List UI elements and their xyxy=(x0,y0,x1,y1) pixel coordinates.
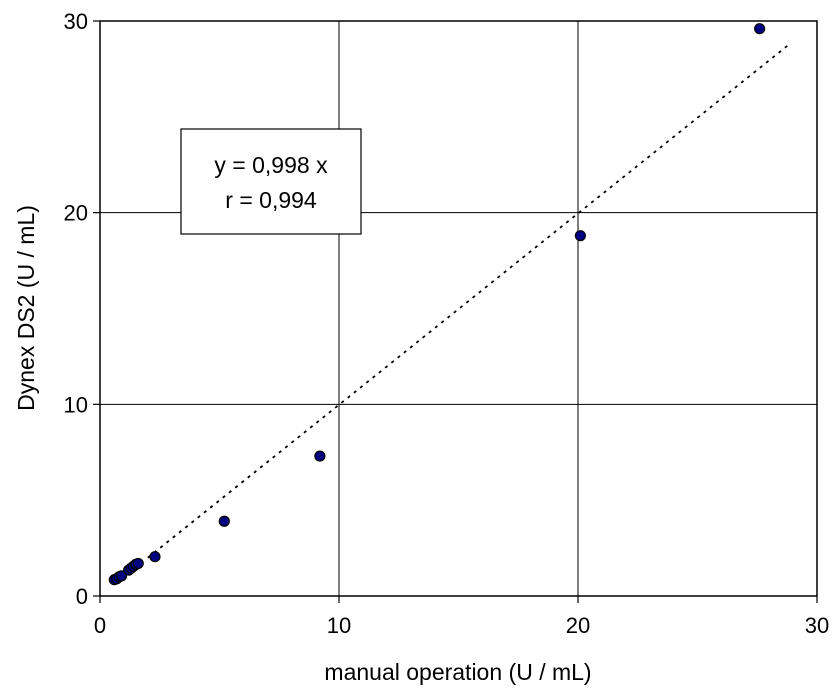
plot-area xyxy=(100,21,817,596)
x-axis-title: manual operation (U / mL) xyxy=(324,659,591,685)
data-point xyxy=(754,23,766,35)
y-tick-label: 0 xyxy=(76,584,88,609)
data-point xyxy=(132,557,144,570)
trendline-path xyxy=(147,44,789,559)
y-tick-label: 10 xyxy=(64,392,88,417)
plot-border xyxy=(99,20,818,597)
trendline xyxy=(147,44,789,559)
data-point xyxy=(218,515,230,527)
data-point xyxy=(574,230,586,242)
regression-annotation: y = 0,998 x r = 0,994 xyxy=(180,128,362,235)
y-axis-title: Dynex DS2 (U / mL) xyxy=(13,205,39,411)
data-point xyxy=(149,551,161,563)
x-tick-label: 20 xyxy=(566,613,590,638)
x-tick-label: 30 xyxy=(805,613,829,638)
x-tick-label: 10 xyxy=(327,613,351,638)
annotation-box xyxy=(180,128,362,235)
data-point xyxy=(115,570,128,582)
y-tick-label: 20 xyxy=(64,201,88,226)
y-tick-labels: 0 10 20 30 xyxy=(64,9,88,609)
data-points xyxy=(108,23,766,586)
axis-ticks xyxy=(93,20,818,603)
x-tick-labels: 0 10 20 30 xyxy=(94,613,829,638)
annotation-correlation: r = 0,994 xyxy=(225,187,317,213)
x-tick-label: 0 xyxy=(94,613,106,638)
annotation-equation: y = 0,998 x xyxy=(214,152,328,178)
data-point xyxy=(314,450,326,462)
y-tick-label: 30 xyxy=(64,9,88,34)
